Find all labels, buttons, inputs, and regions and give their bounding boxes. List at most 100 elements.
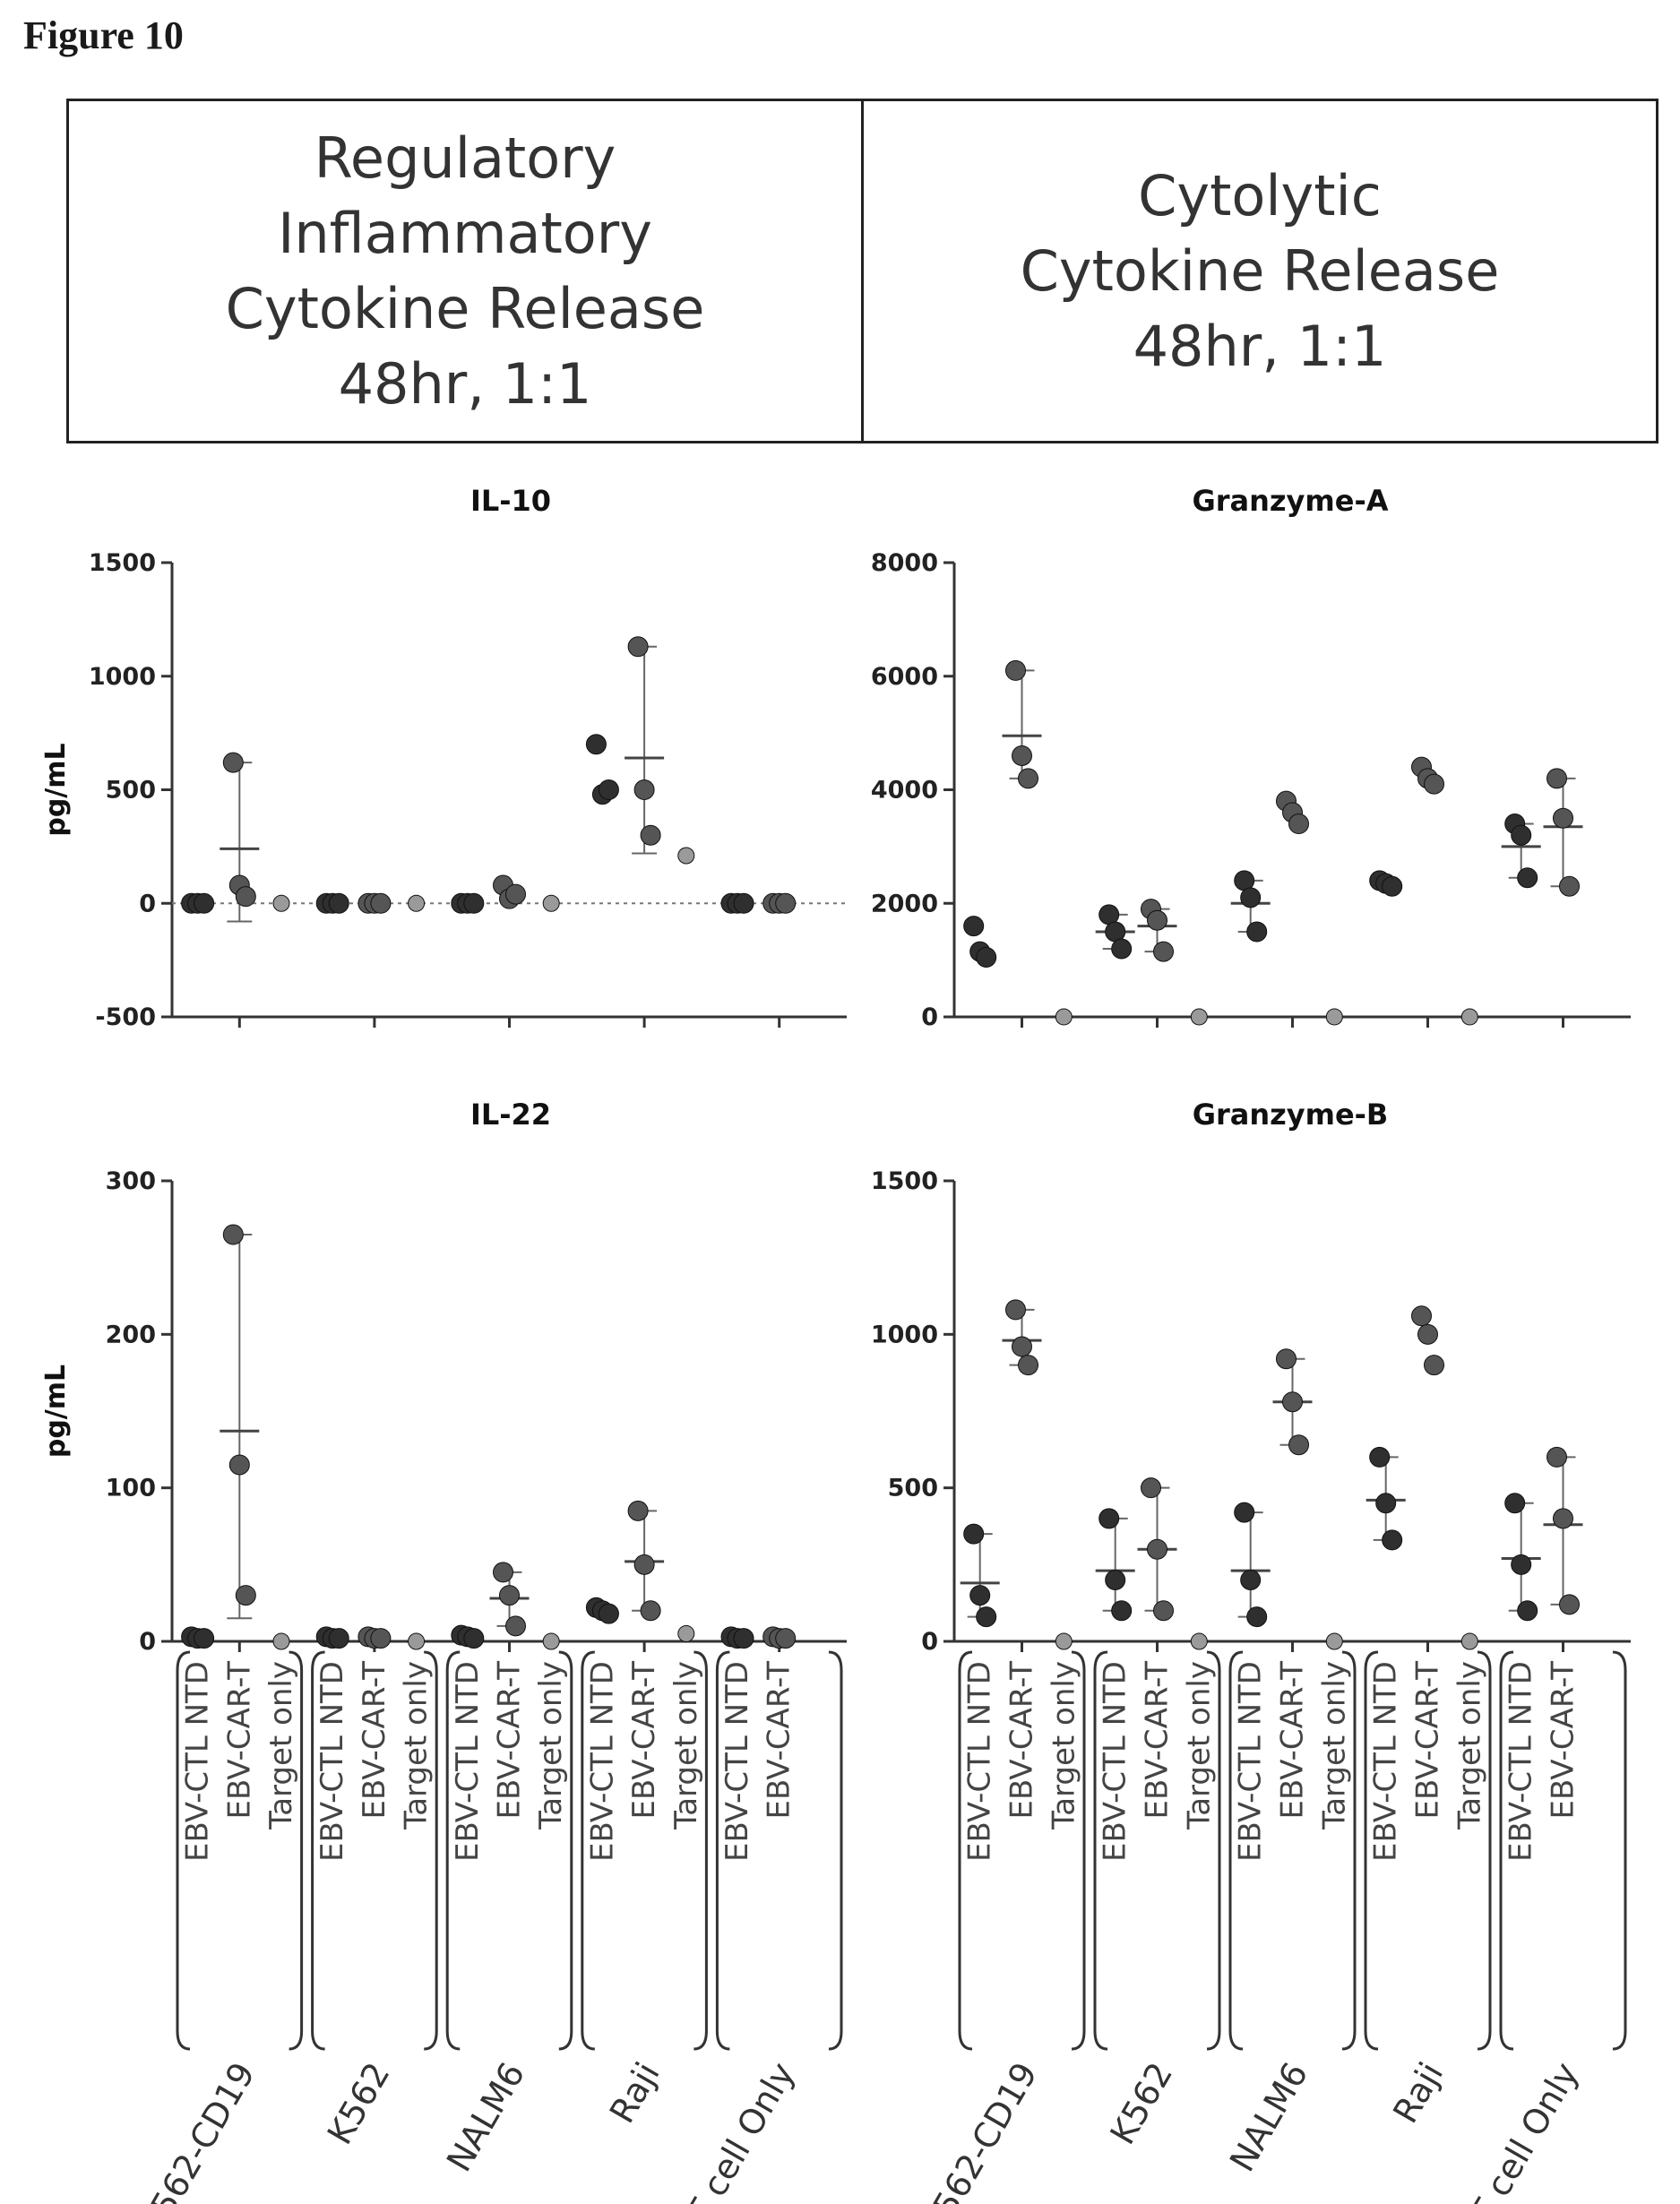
category-label: EBV-CAR-T bbox=[221, 1661, 257, 1820]
chart-panel: IL-10 -500 0 500 1000 1500 pg/mL bbox=[40, 484, 847, 1031]
data-point bbox=[542, 1632, 560, 1650]
data-point bbox=[963, 916, 985, 937]
data-point bbox=[969, 1585, 991, 1606]
data-point bbox=[1424, 773, 1444, 795]
data-point bbox=[328, 1628, 349, 1649]
group-bracket-left bbox=[1228, 1650, 1244, 2051]
category-label: EBV-CTL NTD bbox=[962, 1661, 998, 1862]
category-label: EBV-CTL NTD bbox=[1098, 1661, 1133, 1862]
category-label: Target only bbox=[1046, 1661, 1081, 1830]
data-point bbox=[775, 892, 797, 914]
y-tick-label: 6000 bbox=[871, 663, 938, 691]
y-tick-label: 2000 bbox=[871, 890, 938, 917]
group-bracket-right bbox=[1341, 1650, 1357, 2051]
group-bracket-left bbox=[1364, 1650, 1379, 2051]
data-point bbox=[1018, 768, 1038, 789]
group-bracket-right bbox=[1206, 1650, 1221, 2051]
y-tick-label: 0 bbox=[139, 1628, 156, 1656]
header-table: Regulatory Inflammatory Cytokine Release… bbox=[66, 99, 1658, 443]
data-point bbox=[1018, 1355, 1038, 1376]
data-point bbox=[1190, 1008, 1208, 1026]
data-point bbox=[328, 892, 349, 914]
y-tick-label: 1500 bbox=[89, 549, 156, 577]
data-point bbox=[1276, 1348, 1297, 1370]
data-point bbox=[499, 1585, 520, 1606]
data-point bbox=[1553, 1508, 1573, 1529]
group-bracket-right bbox=[289, 1650, 304, 2051]
category-label: Target only bbox=[1181, 1661, 1217, 1830]
data-point bbox=[976, 1606, 997, 1628]
data-point bbox=[1240, 887, 1262, 908]
data-point bbox=[1005, 659, 1026, 681]
data-point bbox=[677, 847, 695, 865]
group-bracket-right bbox=[558, 1650, 573, 2051]
y-tick-label: 0 bbox=[921, 1628, 938, 1656]
category-label: EBV-CTL NTD bbox=[1503, 1661, 1539, 1862]
data-point bbox=[627, 636, 649, 658]
group-label: K562 bbox=[320, 2056, 398, 2151]
header-line: Cytokine Release bbox=[1020, 237, 1500, 304]
data-point bbox=[222, 752, 244, 773]
y-tick-label: 0 bbox=[921, 1003, 938, 1031]
data-point bbox=[1517, 1600, 1538, 1622]
header-cell-cytolytic: Cytolytic Cytokine Release 48hr, 1:1 bbox=[861, 101, 1656, 441]
category-label: EBV-CAR-T bbox=[1004, 1661, 1040, 1820]
data-point bbox=[1055, 1632, 1073, 1650]
data-point bbox=[598, 779, 619, 800]
data-point bbox=[1098, 1508, 1120, 1529]
chart-title: Granzyme-B bbox=[1193, 1098, 1389, 1132]
data-point bbox=[1325, 1008, 1343, 1026]
data-point bbox=[505, 883, 526, 905]
data-point bbox=[542, 894, 560, 912]
group-bracket-left bbox=[1499, 1650, 1514, 2051]
data-point bbox=[1111, 1600, 1133, 1622]
group-bracket-left bbox=[958, 1650, 973, 2051]
y-tick-label: 0 bbox=[139, 890, 156, 917]
data-point bbox=[1511, 1554, 1532, 1575]
group-bracket-right bbox=[1612, 1650, 1627, 2051]
data-point bbox=[1546, 1446, 1567, 1468]
data-point bbox=[1288, 814, 1309, 835]
y-tick-label: 500 bbox=[888, 1475, 938, 1502]
data-point bbox=[1012, 745, 1032, 766]
data-point bbox=[1375, 1493, 1397, 1514]
y-tick-label: 1000 bbox=[871, 1321, 938, 1348]
data-point bbox=[272, 894, 290, 912]
data-point bbox=[1147, 909, 1167, 931]
group-bracket-right bbox=[1071, 1650, 1086, 2051]
data-point bbox=[1559, 1594, 1580, 1615]
data-point bbox=[633, 1554, 655, 1575]
category-label: EBV-CAR-T bbox=[626, 1661, 662, 1820]
data-point bbox=[733, 1628, 754, 1649]
data-point bbox=[1325, 1632, 1343, 1650]
category-label: EBV-CTL NTD bbox=[584, 1661, 620, 1862]
data-point bbox=[1005, 1299, 1026, 1321]
data-point bbox=[272, 1632, 290, 1650]
y-tick-label: -500 bbox=[95, 1003, 156, 1031]
category-label: EBV-CAR-T bbox=[1275, 1661, 1311, 1820]
y-tick-label: 1000 bbox=[89, 663, 156, 691]
data-point bbox=[963, 1523, 985, 1545]
data-point bbox=[733, 892, 754, 914]
group-label: K562-CD19 bbox=[915, 2056, 1046, 2204]
data-point bbox=[408, 1632, 426, 1650]
category-label: Target only bbox=[1452, 1661, 1487, 1830]
y-tick-label: 4000 bbox=[871, 777, 938, 805]
figure-label: Figure 10 bbox=[23, 13, 184, 57]
data-point bbox=[1141, 1477, 1161, 1499]
data-point bbox=[235, 886, 256, 908]
data-point bbox=[585, 734, 607, 755]
category-label: EBV-CAR-T bbox=[492, 1661, 528, 1820]
data-point bbox=[370, 1628, 392, 1649]
group-bracket-left bbox=[1093, 1650, 1108, 2051]
group-bracket-left bbox=[311, 1650, 325, 2051]
data-point bbox=[1105, 1569, 1126, 1590]
data-point bbox=[1190, 1632, 1208, 1650]
data-point bbox=[1504, 1493, 1526, 1514]
data-point bbox=[235, 1585, 256, 1606]
chart-panel: Granzyme-A 0 2000 4000 6000 8000 bbox=[871, 484, 1631, 1031]
group-bracket-left bbox=[445, 1650, 461, 2051]
data-point bbox=[1511, 824, 1532, 846]
data-point bbox=[1147, 1538, 1167, 1560]
